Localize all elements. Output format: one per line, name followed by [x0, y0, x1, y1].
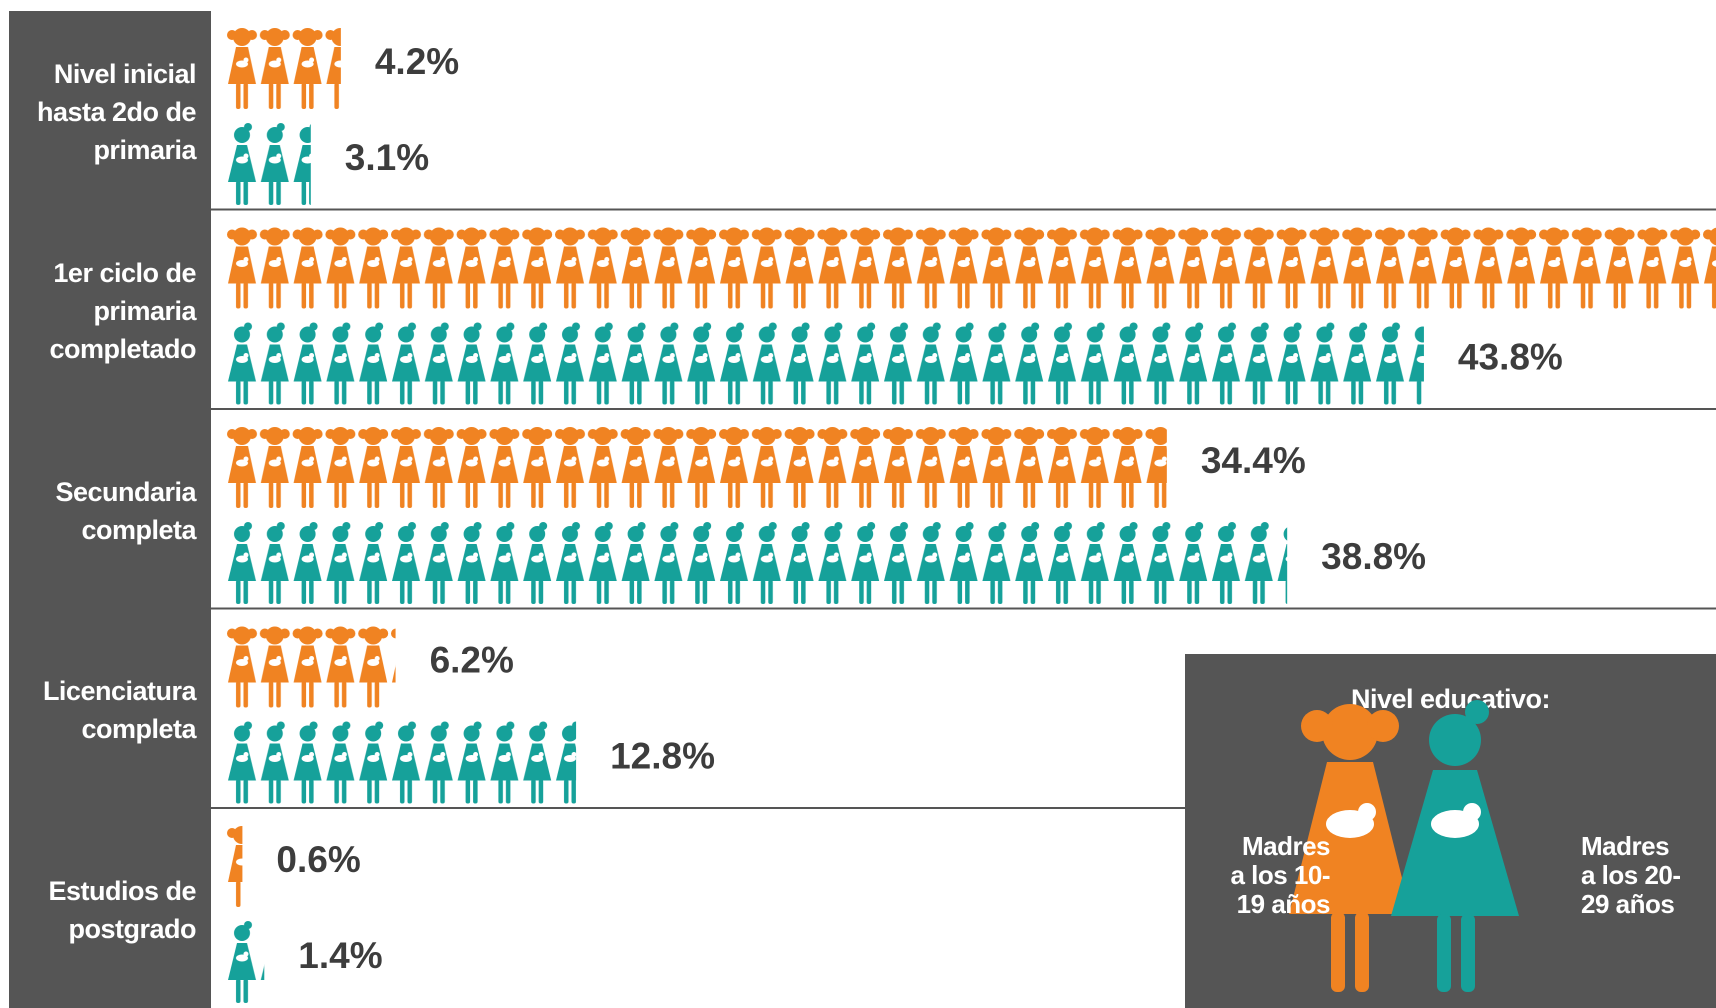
legend-label: Madres a los 10-19 años [1230, 831, 1330, 919]
category-label: Secundaria completa [55, 476, 196, 545]
value-label: 34.4% [1201, 440, 1306, 481]
legend-swatch [1391, 700, 1519, 992]
value-label: 6.2% [430, 639, 514, 680]
value-label: 3.1% [345, 137, 429, 178]
category-label: Estudios de postgrado [48, 875, 196, 944]
icon-bar [226, 718, 577, 805]
value-label: 1.4% [298, 935, 382, 976]
legend-icons [1289, 700, 1519, 992]
legend-swatch [1289, 704, 1411, 992]
icon-bar [226, 423, 1167, 509]
icon-bar [226, 519, 1288, 605]
icon-bar [226, 120, 311, 206]
icon-bar [226, 918, 265, 1004]
value-label: 0.6% [276, 839, 360, 880]
value-label: 4.2% [375, 41, 459, 82]
legend-title: Nivel educativo: [1350, 684, 1551, 714]
legend-label: Madres a los 20-29 años [1581, 831, 1681, 919]
value-label: 38.8% [1321, 536, 1426, 577]
icon-bar [226, 622, 396, 709]
category-label: Licenciatura completa [42, 676, 197, 745]
icon-bar [226, 24, 341, 110]
icon-bar [226, 319, 1424, 406]
category-label: 1er ciclo de primaria completado [49, 258, 196, 365]
value-label: 12.8% [610, 735, 715, 776]
category-label: Nivel inicial hasta 2do de primaria [36, 58, 197, 165]
legend: Nivel educativo: Madres a los 10-19 años… [1185, 654, 1716, 1008]
icon-bar [226, 223, 1716, 310]
icon-bar [226, 822, 243, 908]
value-label: 43.8% [1458, 336, 1563, 377]
category-column [9, 11, 211, 1008]
